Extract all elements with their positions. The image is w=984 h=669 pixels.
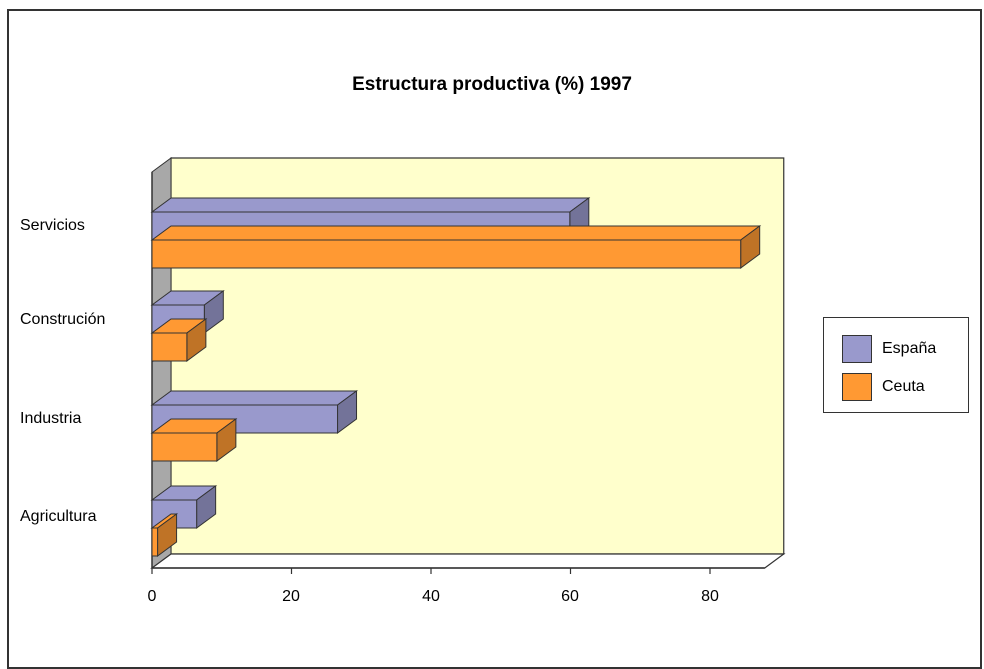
x-tick-label-20: 20 (282, 588, 300, 605)
bar-top-espana-servicios (150, 197, 591, 213)
bar-top-ceuta-servicios (150, 225, 762, 241)
x-tick-label-80: 80 (701, 588, 719, 605)
chart-title: Estructura productiva (%) 1997 (352, 74, 632, 95)
category-label-servicios: Servicios (20, 217, 85, 234)
legend-swatch-espana (842, 335, 872, 363)
bar-ceuta-construcion (151, 332, 188, 362)
bar-ceuta-industria (151, 432, 218, 462)
x-tick-label-40: 40 (422, 588, 440, 605)
chart-legend: España Ceuta (823, 317, 969, 413)
plot-floor (150, 553, 786, 569)
legend-swatch-ceuta (842, 373, 872, 401)
category-label-industria: Industria (20, 410, 82, 427)
category-label-construcion: Construción (20, 311, 106, 328)
category-label-agricultura: Agricultura (20, 508, 97, 525)
bar-ceuta-agricultura (151, 527, 159, 557)
bar-ceuta-servicios (151, 239, 742, 269)
bar-top-espana-industria (150, 390, 359, 406)
legend-item-espana: España (842, 334, 936, 364)
x-tick-label-0: 0 (147, 588, 157, 605)
legend-label-espana: España (882, 340, 937, 357)
legend-label-ceuta: Ceuta (882, 378, 925, 395)
legend-item-ceuta: Ceuta (842, 372, 925, 402)
x-tick-label-60: 60 (561, 588, 579, 605)
